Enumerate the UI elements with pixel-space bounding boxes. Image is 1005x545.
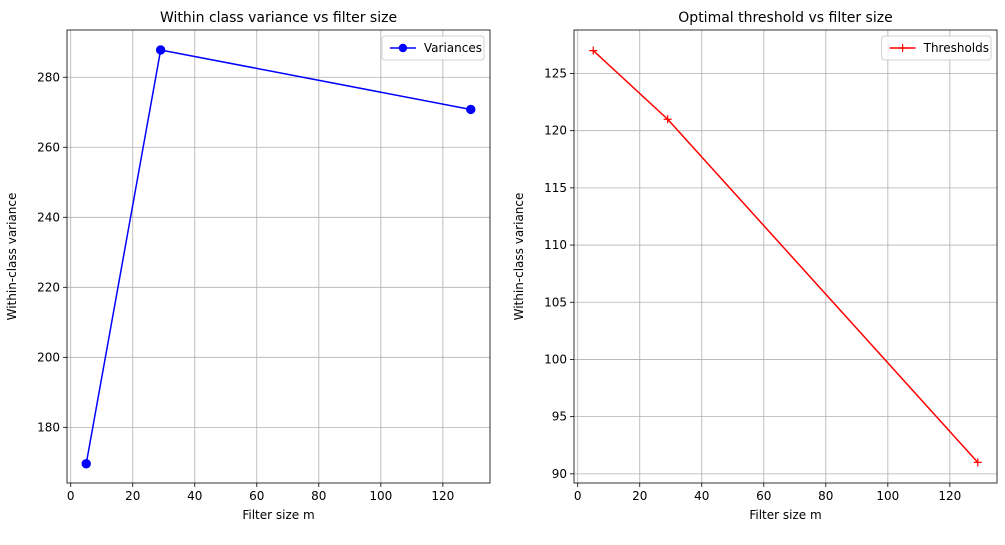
x-axis-label: Filter size m	[749, 508, 821, 522]
y-tick-label: 220	[37, 280, 60, 294]
y-tick-label: 125	[544, 66, 567, 80]
series-line	[85, 49, 471, 464]
x-tick-label: 60	[756, 489, 771, 503]
y-axis-label: Within-class variance	[512, 193, 526, 321]
legend-marker-plus	[898, 44, 907, 52]
legend-box	[381, 35, 485, 61]
x-tick-label: 80	[818, 489, 833, 503]
x-tick-label: 0	[574, 489, 582, 503]
y-tick-label: 95	[552, 410, 567, 424]
ticks: 0 20 40 60 80 100 120 180 200 220 240 260 280	[37, 70, 454, 503]
series-line	[592, 50, 979, 463]
y-axis-label: Within-class variance	[5, 193, 19, 321]
x-tick-label: 60	[249, 489, 264, 503]
y-tick-label: 120	[544, 124, 567, 138]
x-tick-label: 40	[694, 489, 709, 503]
data-point	[589, 46, 598, 55]
series	[81, 45, 476, 469]
legend-marker	[898, 44, 907, 52]
x-tick-label: 0	[67, 489, 75, 503]
data-point	[81, 459, 91, 469]
variance-chart: Within class variance vs filter size Fil…	[5, 10, 491, 522]
plot-frame	[66, 29, 491, 484]
legend: Variances	[381, 35, 485, 61]
x-tick-label: 20	[125, 489, 140, 503]
legend-box	[881, 35, 992, 61]
y-tick-label: 100	[544, 352, 567, 366]
y-tick-label: 260	[37, 140, 60, 154]
x-tick-label: 40	[187, 489, 202, 503]
x-tick-label: 120	[938, 489, 961, 503]
legend: Thresholds	[881, 35, 992, 61]
y-tick-label: 110	[544, 238, 567, 252]
plot-frame	[573, 29, 998, 484]
chart-title: Within class variance vs filter size	[160, 10, 397, 26]
ticks: 0 20 40 60 80 100 120 90 95 100 105 110 115 120 125	[544, 66, 961, 503]
data-point	[663, 115, 672, 124]
chart-title: Optimal threshold vs filter size	[678, 10, 892, 26]
data-point	[466, 104, 476, 115]
threshold-chart: Optimal threshold vs filter size Filter …	[512, 10, 998, 522]
legend-label: Thresholds	[923, 41, 989, 55]
x-tick-label: 20	[632, 489, 647, 503]
legend-label: Variances	[424, 41, 482, 55]
data-point	[973, 458, 982, 467]
grid	[67, 30, 490, 483]
x-tick-label: 80	[311, 489, 326, 503]
x-tick-label: 120	[431, 489, 454, 503]
y-tick-label: 240	[37, 210, 60, 224]
x-tick-label: 100	[876, 489, 899, 503]
x-tick-label: 100	[369, 489, 392, 503]
grid	[574, 30, 997, 483]
legend-marker	[398, 43, 408, 53]
x-axis-label: Filter size m	[242, 508, 314, 522]
data-point	[155, 45, 166, 55]
y-tick-label: 280	[37, 70, 60, 84]
series	[589, 46, 982, 467]
y-tick-label: 180	[37, 420, 60, 434]
y-tick-label: 105	[544, 295, 567, 309]
legend-marker-dot	[398, 43, 408, 53]
y-tick-label: 200	[37, 350, 60, 364]
y-tick-label: 90	[552, 467, 567, 481]
y-tick-label: 115	[544, 181, 567, 195]
